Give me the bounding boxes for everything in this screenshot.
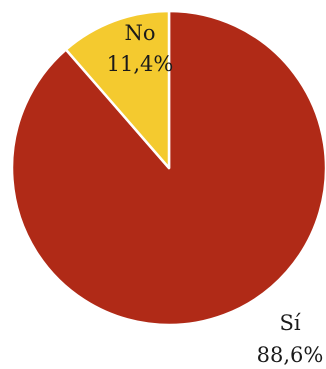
slice-label-si: Sí: [279, 311, 300, 335]
slice-percent-no: 11,4%: [107, 52, 174, 76]
pie-slice-no: [64, 9, 171, 170]
slice-percent-si: 88,6%: [257, 343, 324, 367]
pie-slices: [10, 9, 326, 327]
pie-slice-si: [10, 9, 326, 327]
pie-labels: No 11,4% Sí 88,6%: [107, 21, 324, 367]
slice-label-no: No: [124, 21, 155, 45]
